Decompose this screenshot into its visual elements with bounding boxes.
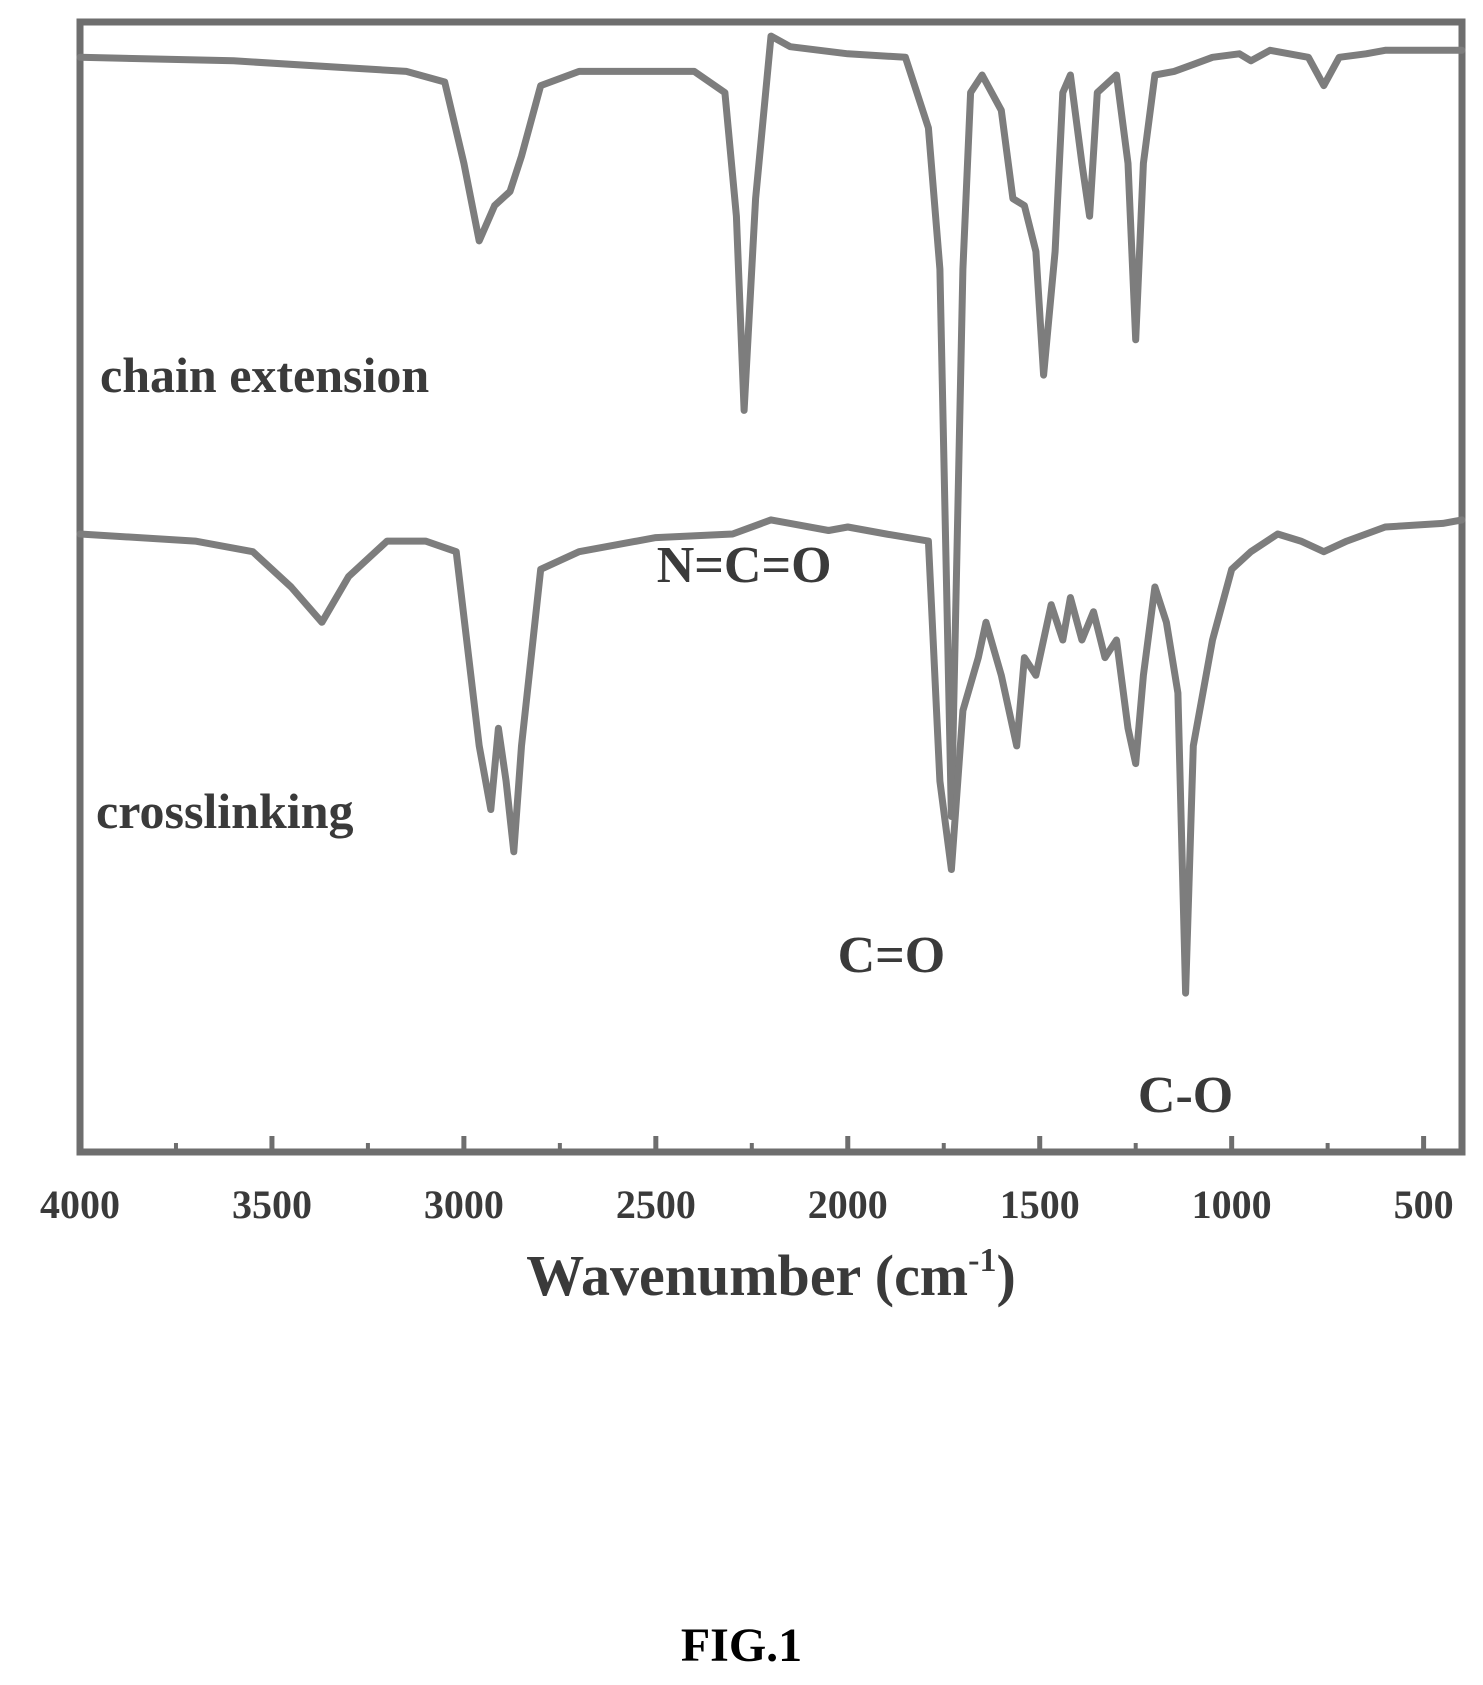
x-tick-label-4000: 4000 bbox=[40, 1182, 120, 1227]
series-layer bbox=[76, 32, 1466, 997]
x-tick-label-500: 500 bbox=[1394, 1182, 1454, 1227]
x-tick-label-1000: 1000 bbox=[1192, 1182, 1272, 1227]
annotation-N-C-O: N=C=O bbox=[657, 537, 832, 594]
x-axis-ticks bbox=[77, 1136, 1427, 1152]
annotation-C-O: C-O bbox=[1138, 1067, 1233, 1124]
x-tick-label-3000: 3000 bbox=[424, 1182, 504, 1227]
plot-frame bbox=[76, 18, 1466, 1156]
annotation-C-O: C=O bbox=[838, 927, 946, 984]
x-tick-label-1500: 1500 bbox=[1000, 1182, 1080, 1227]
x-axis-label: Wavenumber (cm-1) bbox=[526, 1242, 1016, 1308]
x-axis-label-superscript: -1 bbox=[968, 1242, 996, 1279]
series-label-crosslinking: crosslinking bbox=[96, 783, 354, 839]
series-labels: chain extension crosslinking bbox=[96, 347, 429, 839]
x-axis-tick-labels: 4000 3500 3000 2500 2000 1500 1000 500 bbox=[40, 1182, 1454, 1227]
x-tick-label-3500: 3500 bbox=[232, 1182, 312, 1227]
peak-annotations: N=C=O C=O C-O bbox=[657, 537, 1234, 1124]
x-tick-label-2500: 2500 bbox=[616, 1182, 696, 1227]
x-axis-label-close: ) bbox=[996, 1243, 1015, 1308]
figure-caption: FIG.1 bbox=[680, 1619, 803, 1672]
series-line-crosslinking bbox=[76, 516, 1466, 997]
series-line-chain-extension bbox=[76, 32, 1466, 820]
series-label-chain-extension: chain extension bbox=[100, 347, 429, 403]
x-tick-label-2000: 2000 bbox=[808, 1182, 888, 1227]
x-axis-label-text: Wavenumber (cm bbox=[526, 1243, 968, 1308]
